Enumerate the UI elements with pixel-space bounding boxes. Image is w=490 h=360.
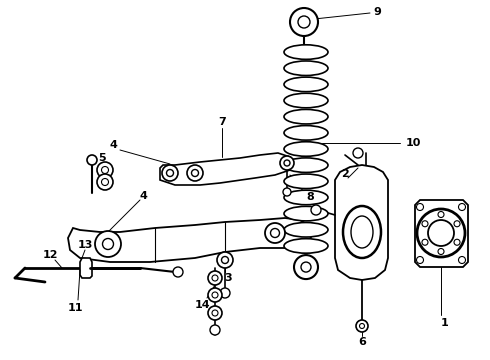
Circle shape	[162, 165, 178, 181]
Circle shape	[208, 306, 222, 320]
Circle shape	[97, 174, 113, 190]
Circle shape	[422, 221, 428, 227]
Text: 4: 4	[139, 191, 147, 201]
Circle shape	[454, 221, 460, 227]
Text: 13: 13	[77, 240, 93, 250]
Text: 6: 6	[358, 337, 366, 347]
Circle shape	[102, 239, 114, 249]
Ellipse shape	[284, 126, 328, 140]
Circle shape	[360, 324, 365, 328]
Text: 7: 7	[218, 117, 226, 127]
Circle shape	[212, 275, 218, 281]
Circle shape	[416, 256, 423, 264]
Text: 2: 2	[341, 169, 349, 179]
Circle shape	[95, 231, 121, 257]
Ellipse shape	[284, 174, 328, 189]
Circle shape	[220, 288, 230, 298]
Ellipse shape	[284, 206, 328, 221]
Text: 14: 14	[194, 300, 210, 310]
Circle shape	[265, 223, 285, 243]
Circle shape	[298, 16, 310, 28]
Circle shape	[212, 292, 218, 298]
Circle shape	[167, 170, 173, 176]
Circle shape	[208, 288, 222, 302]
Circle shape	[192, 170, 198, 176]
Circle shape	[428, 220, 454, 246]
Polygon shape	[68, 218, 312, 262]
Ellipse shape	[284, 142, 328, 156]
Circle shape	[459, 256, 466, 264]
Circle shape	[208, 271, 222, 285]
Text: 9: 9	[373, 7, 381, 17]
Circle shape	[187, 165, 203, 181]
Circle shape	[217, 252, 233, 268]
Text: 4: 4	[109, 140, 117, 150]
Ellipse shape	[284, 190, 328, 205]
Circle shape	[311, 205, 321, 215]
Circle shape	[87, 155, 97, 165]
Circle shape	[101, 166, 108, 174]
Ellipse shape	[284, 45, 328, 59]
Circle shape	[284, 160, 290, 166]
Circle shape	[280, 156, 294, 170]
Polygon shape	[335, 165, 388, 280]
Text: 3: 3	[224, 273, 232, 283]
Circle shape	[221, 256, 228, 264]
Polygon shape	[80, 258, 92, 278]
Circle shape	[283, 188, 291, 196]
Polygon shape	[415, 200, 468, 267]
Text: 10: 10	[405, 138, 421, 148]
Circle shape	[301, 262, 311, 272]
Circle shape	[210, 325, 220, 335]
Ellipse shape	[284, 158, 328, 172]
Circle shape	[422, 239, 428, 245]
Circle shape	[438, 248, 444, 255]
Ellipse shape	[343, 206, 381, 258]
Ellipse shape	[284, 77, 328, 92]
Circle shape	[356, 320, 368, 332]
Ellipse shape	[284, 239, 328, 253]
Circle shape	[459, 203, 466, 211]
Circle shape	[438, 212, 444, 217]
Circle shape	[454, 239, 460, 245]
Circle shape	[290, 8, 318, 36]
Circle shape	[97, 162, 113, 178]
Text: 12: 12	[42, 250, 58, 260]
Ellipse shape	[284, 222, 328, 237]
Text: 11: 11	[67, 303, 83, 313]
Polygon shape	[160, 153, 295, 185]
Text: 8: 8	[306, 192, 314, 202]
Text: 5: 5	[98, 153, 106, 163]
Circle shape	[353, 148, 363, 158]
Circle shape	[173, 267, 183, 277]
Ellipse shape	[284, 109, 328, 124]
Ellipse shape	[284, 61, 328, 76]
Circle shape	[270, 229, 279, 238]
Circle shape	[416, 203, 423, 211]
Ellipse shape	[284, 93, 328, 108]
Circle shape	[417, 209, 465, 257]
Circle shape	[101, 179, 108, 185]
Circle shape	[294, 255, 318, 279]
Circle shape	[212, 310, 218, 316]
Ellipse shape	[351, 216, 373, 248]
Text: 1: 1	[441, 318, 449, 328]
